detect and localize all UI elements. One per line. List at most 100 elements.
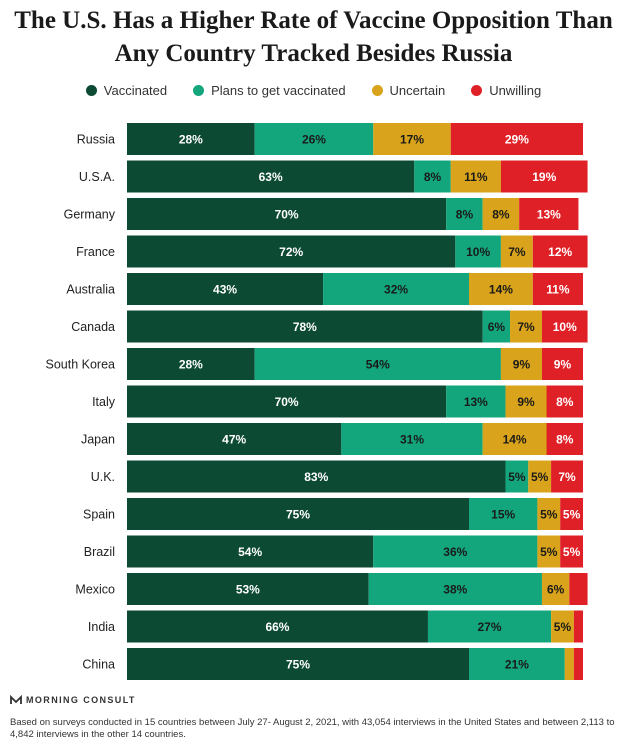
data-label: 70% — [275, 208, 299, 222]
bar-segment-uncertain — [537, 535, 561, 568]
bar-segment-uncertain — [564, 648, 574, 680]
bar-segment-plans-to-get-vaccinated — [455, 235, 501, 268]
bar-segment-plans-to-get-vaccinated — [469, 648, 565, 680]
bar-segment-unwilling — [560, 535, 583, 568]
bar-segment-unwilling — [569, 573, 588, 605]
legend-label: Unwilling — [489, 83, 542, 98]
bar-segment-unwilling — [500, 160, 588, 193]
bar-segment-plans-to-get-vaccinated — [341, 423, 483, 455]
bar-segment-vaccinated — [127, 648, 469, 680]
brand-logo: MORNING CONSULT — [10, 695, 136, 705]
data-label: 15% — [491, 508, 515, 522]
bar-segment-vaccinated — [127, 273, 324, 305]
legend-swatch-plans — [193, 85, 205, 96]
bar-segment-vaccinated — [127, 348, 255, 380]
bar-segment-plans-to-get-vaccinated — [505, 460, 529, 493]
bar-segment-vaccinated — [127, 423, 342, 455]
bar-segment-vaccinated — [127, 198, 447, 230]
legend-swatch-vaccinated — [85, 85, 97, 96]
category-label: Germany — [64, 208, 116, 222]
category-label: South Korea — [46, 358, 116, 372]
bar-segment-plans-to-get-vaccinated — [469, 498, 538, 530]
data-label: 47% — [222, 433, 246, 447]
bar-segment-uncertain — [505, 385, 547, 418]
bar-segment-uncertain — [500, 348, 542, 380]
bar-segment-unwilling — [519, 198, 579, 230]
category-label: Mexico — [75, 583, 115, 597]
bar-segment-vaccinated — [127, 310, 483, 343]
legend-label: Plans to get vaccinated — [211, 83, 346, 98]
stacked-bar-chart: Russia 28% 26% 17% 29% U.S.A. 63% 8% 11% 19% Germa… — [46, 123, 588, 680]
data-label: 13% — [537, 208, 561, 222]
bar-segment-vaccinated — [127, 160, 415, 193]
bar-segment-plans-to-get-vaccinated — [482, 310, 511, 343]
bar-segment-uncertain — [469, 273, 533, 305]
data-label: 12% — [548, 245, 572, 259]
legend-item-unwilling: Unwilling — [471, 83, 541, 98]
bar-segment-vaccinated — [127, 123, 255, 155]
bar-segment-unwilling — [573, 648, 583, 680]
category-label: Canada — [71, 320, 115, 334]
data-label: 6% — [488, 320, 506, 334]
bar-segment-uncertain — [500, 235, 533, 268]
data-label: 26% — [302, 133, 326, 147]
legend-item-vaccinated: Vaccinated — [85, 83, 167, 98]
bar-segment-plans-to-get-vaccinated — [373, 535, 538, 568]
legend: Vaccinated Plans to get vaccinated Uncer… — [0, 83, 627, 98]
data-label: 17% — [400, 133, 424, 147]
data-label: 5% — [563, 545, 581, 559]
data-label: 7% — [508, 245, 526, 259]
bar-segment-plans-to-get-vaccinated — [254, 123, 374, 155]
category-label: France — [76, 245, 115, 259]
data-label: 9% — [554, 358, 572, 372]
data-label: 5% — [540, 545, 558, 559]
data-label: 5% — [508, 470, 526, 484]
data-label: 8% — [556, 395, 574, 409]
data-label: 7% — [517, 320, 535, 334]
data-label: 32% — [384, 283, 408, 297]
data-label: 7% — [558, 470, 576, 484]
data-label: 63% — [259, 170, 283, 184]
data-label: 75% — [286, 658, 310, 672]
data-label: 43% — [213, 283, 237, 297]
data-label: 29% — [505, 133, 529, 147]
data-label: 10% — [553, 320, 577, 334]
bar-segment-vaccinated — [127, 235, 456, 268]
bar-segment-plans-to-get-vaccinated — [323, 273, 469, 305]
data-label: 8% — [556, 433, 574, 447]
data-label: 9% — [517, 395, 535, 409]
data-label: 28% — [179, 133, 203, 147]
category-label: China — [82, 658, 115, 672]
data-label: 66% — [265, 620, 289, 634]
data-label: 11% — [464, 170, 488, 184]
data-label: 10% — [466, 245, 490, 259]
bar-segment-unwilling — [560, 498, 583, 530]
category-label: Italy — [92, 395, 116, 409]
data-label: 5% — [540, 508, 558, 522]
bar-segment-uncertain — [482, 198, 520, 230]
bar-segment-unwilling — [573, 610, 583, 643]
bar-segment-uncertain — [528, 460, 552, 493]
category-label: Japan — [81, 433, 115, 447]
bar-segment-plans-to-get-vaccinated — [427, 610, 552, 643]
data-label: 21% — [505, 658, 529, 672]
data-label: 54% — [366, 358, 390, 372]
bar-segment-uncertain — [510, 310, 542, 343]
footnote: Based on surveys conducted in 15 countri… — [10, 717, 615, 740]
bar-segment-plans-to-get-vaccinated — [414, 160, 451, 193]
bar-segment-vaccinated — [127, 610, 428, 643]
bar-segment-unwilling — [541, 310, 588, 343]
bar-segment-vaccinated — [127, 498, 469, 530]
bar-segment-unwilling — [541, 348, 583, 380]
data-label: 6% — [547, 583, 565, 597]
data-label: 5% — [563, 508, 581, 522]
data-label: 9% — [513, 358, 531, 372]
brand-name: MORNING CONSULT — [26, 695, 136, 705]
legend-swatch-uncertain — [371, 85, 383, 96]
data-label: 14% — [503, 433, 527, 447]
bar-segment-plans-to-get-vaccinated — [254, 348, 501, 380]
data-label: 72% — [279, 245, 303, 259]
bar-segment-unwilling — [450, 123, 583, 155]
morning-consult-logo-icon — [10, 695, 22, 704]
bar-segment-plans-to-get-vaccinated — [446, 198, 483, 230]
